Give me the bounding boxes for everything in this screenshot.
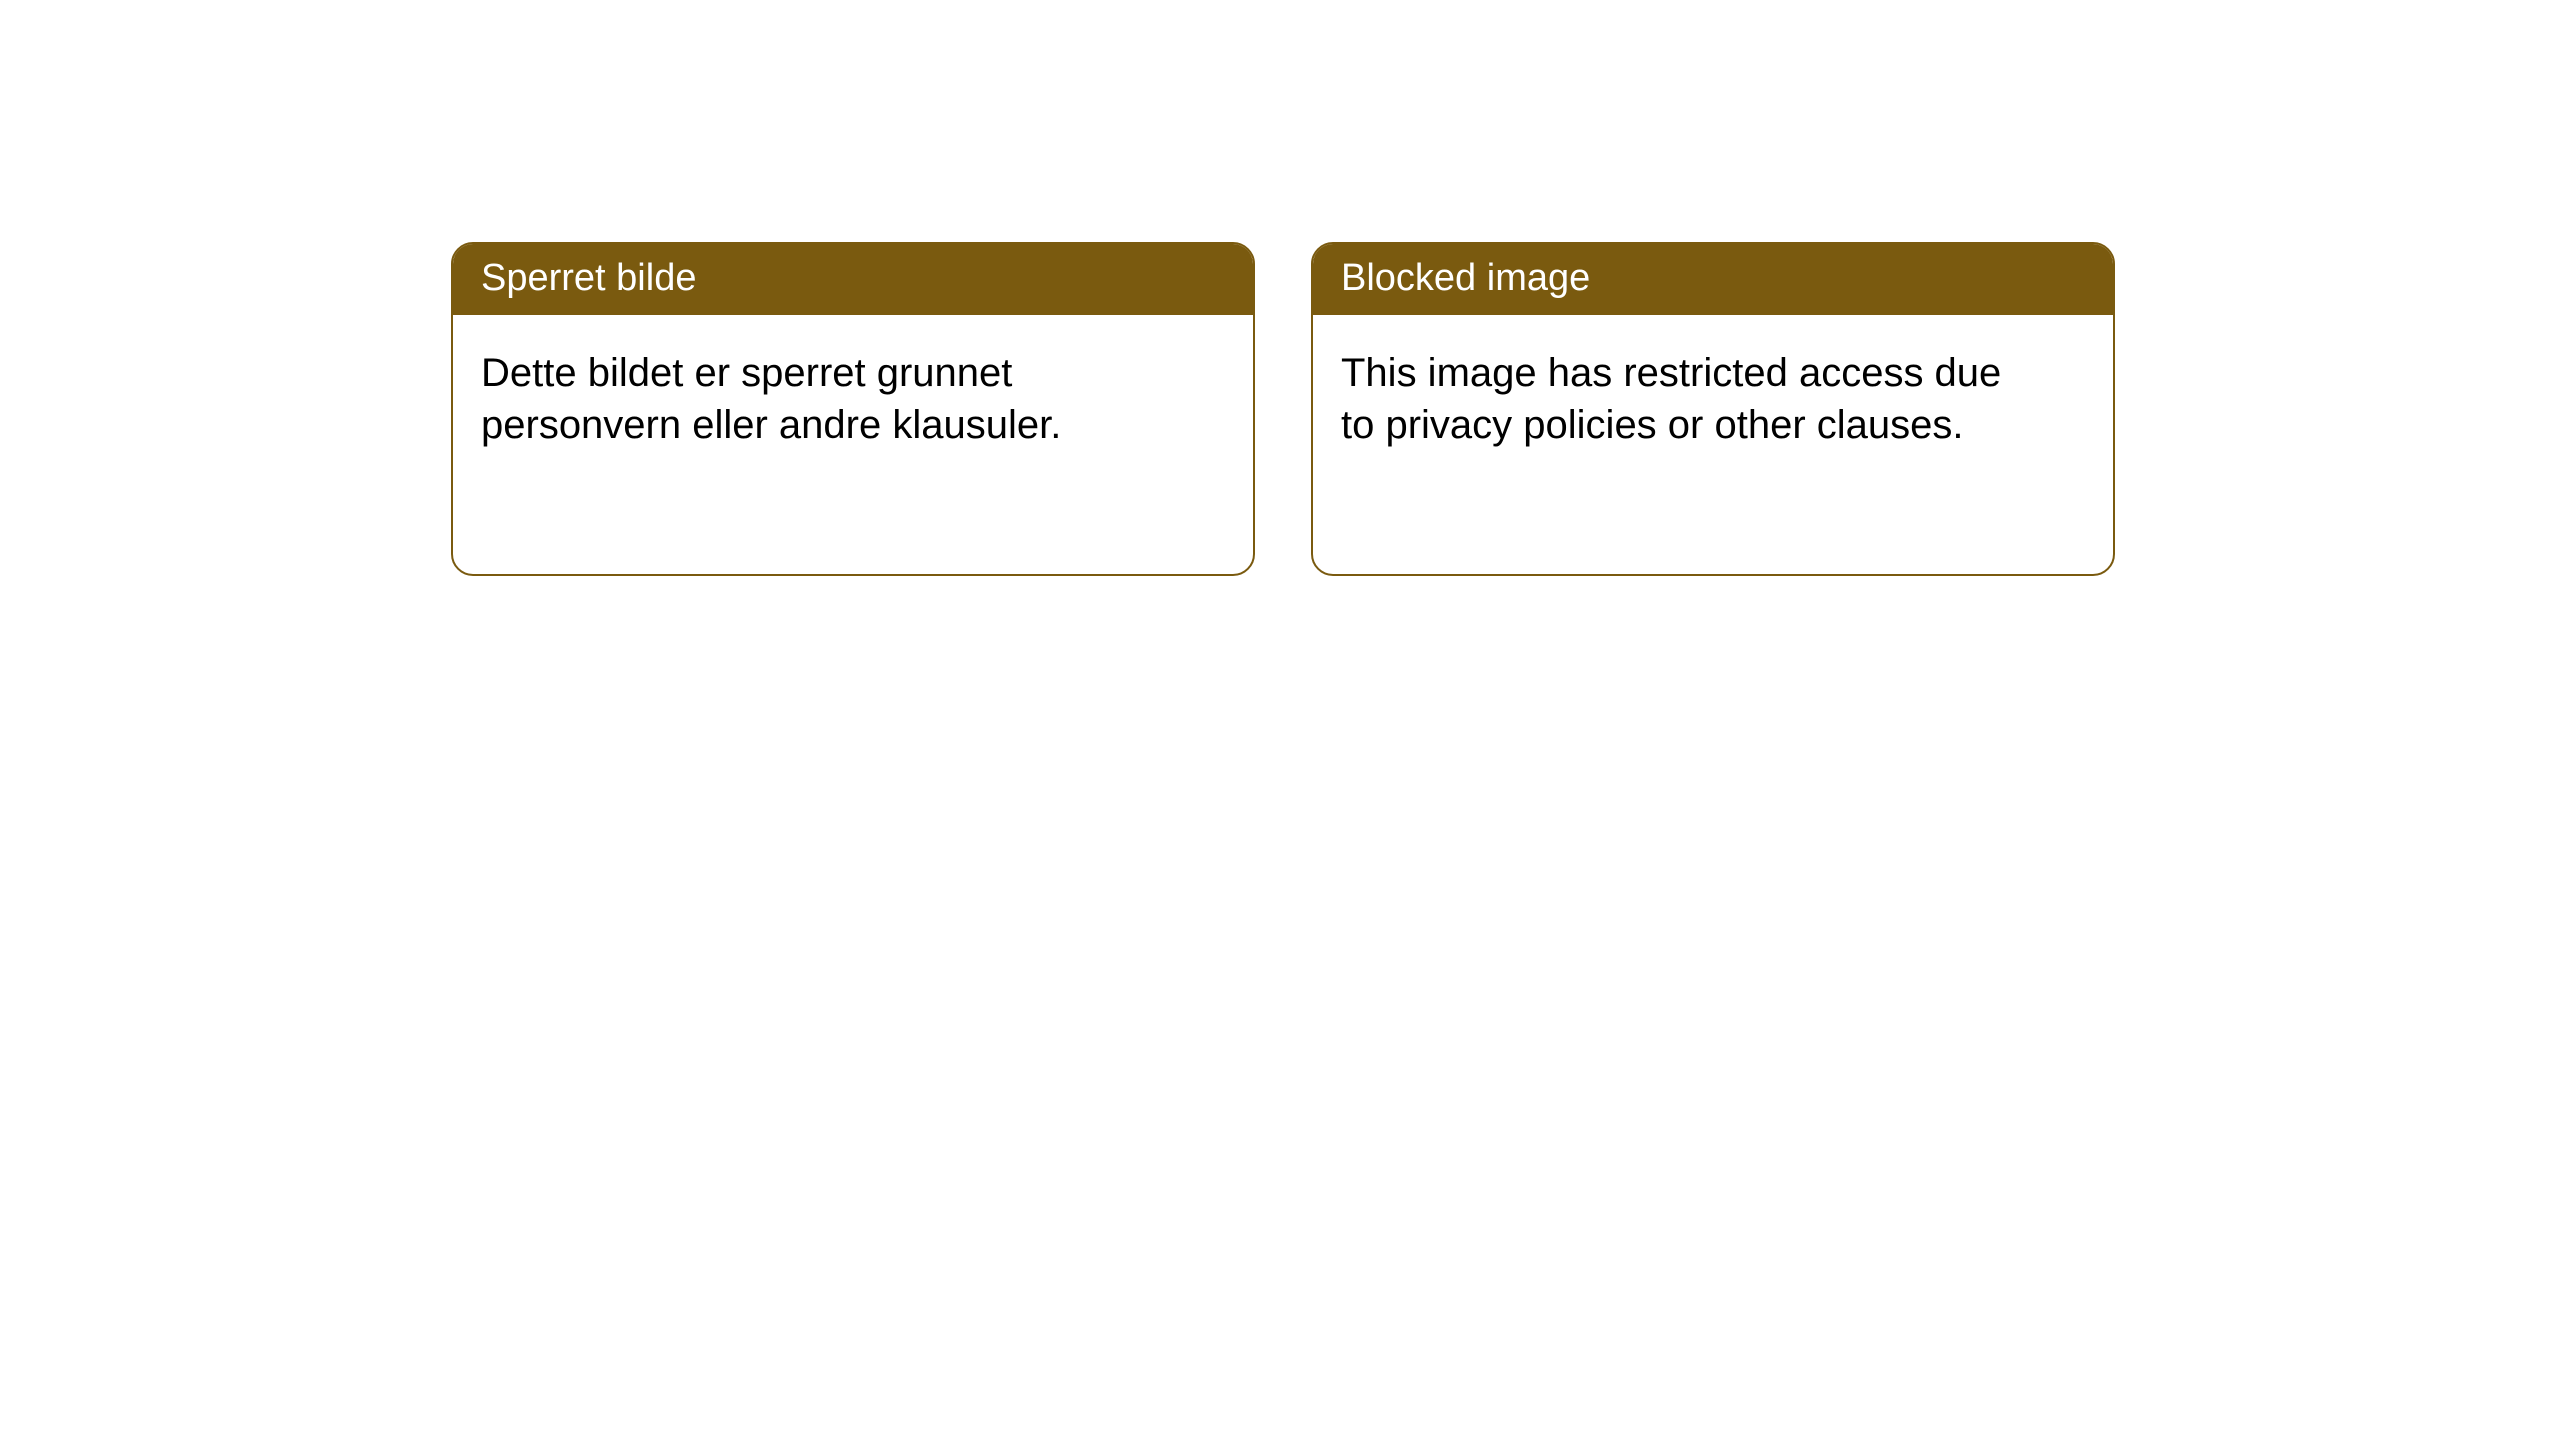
card-title-text: Sperret bilde bbox=[481, 257, 696, 299]
card-body: This image has restricted access due to … bbox=[1313, 315, 2033, 475]
card-body-text: Dette bildet er sperret grunnet personve… bbox=[481, 351, 1061, 447]
blocked-image-card-en: Blocked image This image has restricted … bbox=[1311, 242, 2115, 576]
card-body: Dette bildet er sperret grunnet personve… bbox=[453, 315, 1173, 475]
notice-container: Sperret bilde Dette bildet er sperret gr… bbox=[0, 0, 2560, 576]
card-header: Sperret bilde bbox=[453, 244, 1253, 315]
blocked-image-card-no: Sperret bilde Dette bildet er sperret gr… bbox=[451, 242, 1255, 576]
card-title-text: Blocked image bbox=[1341, 257, 1590, 299]
card-header: Blocked image bbox=[1313, 244, 2113, 315]
card-body-text: This image has restricted access due to … bbox=[1341, 351, 2001, 447]
